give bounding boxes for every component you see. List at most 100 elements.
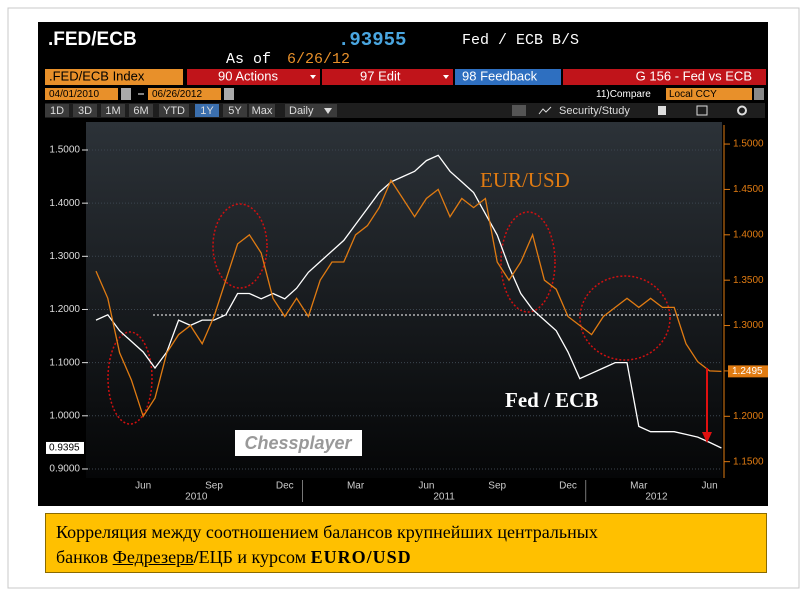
index-box[interactable] <box>45 69 183 85</box>
range-label: 1D <box>50 105 64 117</box>
year-label: 2012 <box>645 492 668 503</box>
x-tick-label: Mar <box>630 481 648 492</box>
range-button[interactable] <box>159 104 189 117</box>
last-value-label: 1.2495 <box>732 366 763 377</box>
last-price: .93955 <box>338 29 406 51</box>
range-buttons: 1D 3D 1M 6M YTD 1Y 5Y Max Daily <box>45 104 337 117</box>
watermark-box <box>235 430 362 456</box>
x-tick-label: Dec <box>276 481 294 492</box>
compare-label[interactable]: 11)Compare <box>596 89 651 100</box>
series-line <box>95 179 722 418</box>
function-bar <box>563 69 766 85</box>
range-label: 1M <box>105 105 120 117</box>
year-label: 2010 <box>185 492 208 503</box>
trend-arrowhead <box>702 432 712 443</box>
edit-button[interactable] <box>322 69 453 85</box>
y2-tick-label: 1.1500 <box>733 456 764 467</box>
x-tick-label: Jun <box>135 481 151 492</box>
range-button[interactable] <box>73 104 97 117</box>
x-tick-label: Jun <box>702 481 718 492</box>
last-value-label: 0.9395 <box>49 443 80 454</box>
settings-icon[interactable] <box>737 105 747 116</box>
plot: 0.9000 1.0000 1.1000 1.2000 1.3000 1.4000 1.50… <box>46 125 768 503</box>
currency-dropdown[interactable] <box>754 88 764 100</box>
highlight-circle <box>579 275 671 361</box>
y2-tick-label: 1.2000 <box>733 411 764 422</box>
y-tick-label: 1.1000 <box>49 357 80 368</box>
range-button[interactable] <box>249 104 275 117</box>
study-icon <box>538 106 552 115</box>
edit-label: 97 Edit <box>360 68 401 83</box>
x-tick-label: Sep <box>488 481 506 492</box>
annotation: EUR/USD <box>480 168 570 192</box>
actions-label: 90 Actions <box>218 68 278 83</box>
function-label: G 156 - Fed vs ECB <box>636 68 752 83</box>
range-label: 6M <box>133 105 148 117</box>
range-button[interactable] <box>45 104 69 117</box>
caption-text: Федрезерв <box>112 547 194 567</box>
frequency-button[interactable] <box>285 104 337 117</box>
y-tick-label: 1.4000 <box>49 198 80 209</box>
range-label: 1Y <box>200 105 214 117</box>
y-tick-label: 1.5000 <box>49 145 80 156</box>
feedback-button[interactable] <box>455 69 561 85</box>
currency-box[interactable] <box>666 88 752 100</box>
end-date: 06/26/2012 <box>152 89 202 100</box>
start-date: 04/01/2010 <box>49 89 99 100</box>
x-tick-label: Jun <box>418 481 434 492</box>
y-tick-label: 1.3000 <box>49 251 80 262</box>
range-button[interactable] <box>129 104 153 117</box>
description: Fed / ECB B/S <box>462 32 579 49</box>
actions-button[interactable] <box>187 69 320 85</box>
y-tick-label: 0.9000 <box>49 464 80 475</box>
range-label: Max <box>252 105 273 117</box>
caption-text: EURO/USD <box>310 547 412 567</box>
y2-tick-label: 1.4000 <box>733 229 764 240</box>
caption-text: Корреляция между соотношением балансов к… <box>56 522 598 542</box>
caption-text: / <box>193 547 199 567</box>
frequency-label: Daily <box>289 105 314 117</box>
y2-tick-label: 1.4500 <box>733 184 764 195</box>
as-of-label: As of <box>226 51 271 68</box>
year-label: 2011 <box>433 492 455 503</box>
y-tick-label: 1.2000 <box>49 304 80 315</box>
x-tick-label: Sep <box>205 481 223 492</box>
highlight-circle <box>212 203 268 289</box>
ticker: .FED/ECB <box>48 29 137 50</box>
series-line <box>95 154 722 449</box>
caption-text: ЕЦБ и курсом <box>198 547 311 567</box>
calendar-icon[interactable] <box>224 88 234 100</box>
y2-tick-label: 1.3500 <box>733 275 764 286</box>
index-name: .FED/ECB Index <box>49 68 145 83</box>
tool-icon[interactable] <box>658 106 666 115</box>
slide-frame <box>7 7 800 589</box>
feedback-label: 98 Feedback <box>462 68 538 83</box>
last-value-box <box>728 365 768 378</box>
y-tick-label: 1.0000 <box>49 410 80 421</box>
plot-area <box>86 122 722 478</box>
range-button[interactable] <box>195 104 219 117</box>
as-of-date: 6/26/12 <box>287 51 350 68</box>
calendar-icon[interactable] <box>121 88 131 100</box>
range-button[interactable] <box>223 104 247 117</box>
currency: Local CCY <box>669 89 717 100</box>
range-button[interactable] <box>101 104 125 117</box>
collapse-button[interactable] <box>512 105 526 116</box>
y2-tick-label: 1.5000 <box>733 139 764 150</box>
range-label: 3D <box>78 105 92 117</box>
caption-text: банков <box>56 547 113 567</box>
highlight-circle <box>107 331 153 425</box>
watermark: Chessplayer <box>244 433 352 453</box>
end-date-box[interactable] <box>148 88 221 100</box>
range-label: 5Y <box>228 105 242 117</box>
x-tick-label: Dec <box>559 481 577 492</box>
start-date-box[interactable] <box>45 88 118 100</box>
highlight-circle <box>500 211 556 313</box>
dropdown-arrow <box>443 75 449 79</box>
study-label[interactable]: Security/Study <box>559 105 630 117</box>
last-value-box <box>46 441 84 454</box>
range-label: YTD <box>163 105 185 117</box>
edit-icon[interactable] <box>696 105 708 116</box>
